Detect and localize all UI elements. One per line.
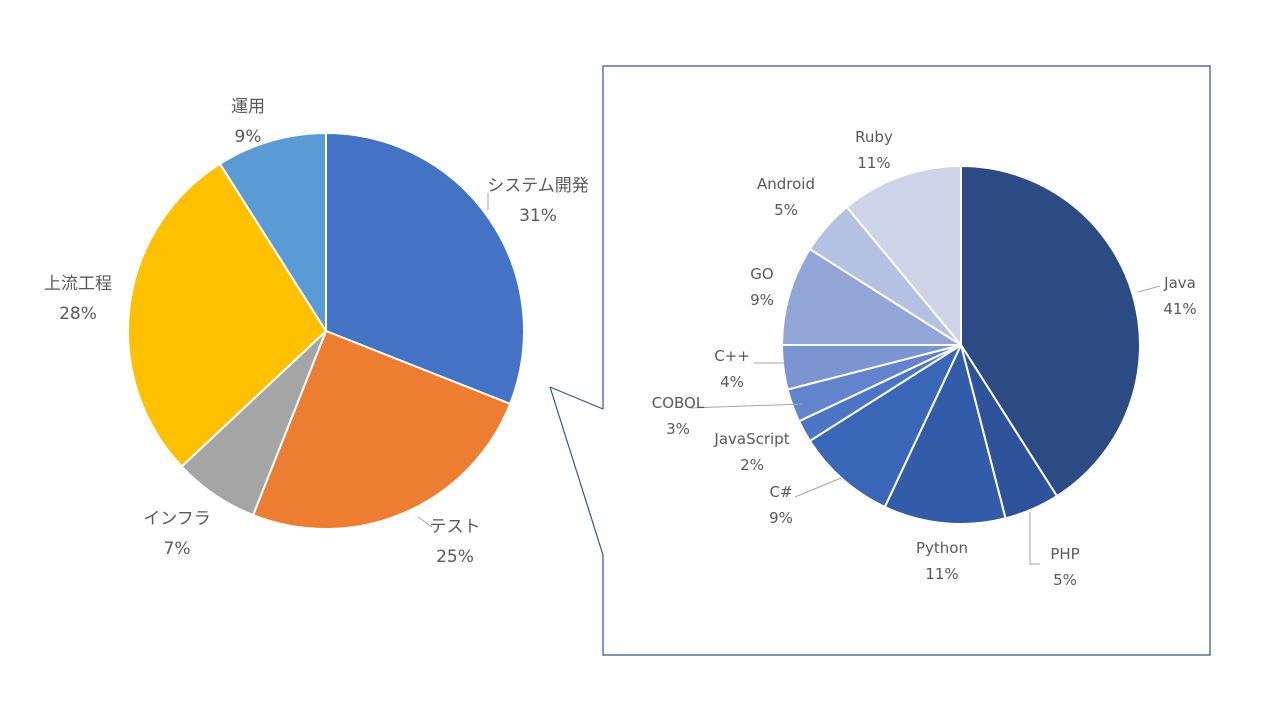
pie-slice-operations [218,132,327,332]
pie-slice-ruby [845,165,962,346]
connector-line-bottom [549,386,604,556]
slice-percent-upstream-process: 28% [59,304,97,324]
leader-line-cobol [689,403,804,409]
data-labels: システム開発 31% テスト 25% インフラ 7% 上流工程 28% 運用 9% Java 41% P… [44,97,1197,589]
leader-line-php [1029,512,1040,565]
leader-line-test [417,516,433,528]
slice-label-javascript: JavaScript [713,430,789,448]
leader-line-java [1137,285,1161,293]
pie-slice-test [252,330,512,530]
breakdown-connector [549,65,1211,656]
pie-slice-csharp [808,344,962,508]
pie-slice-upstream-process [127,162,327,468]
slice-label-go: GO [750,265,773,283]
slice-label-cpp: C++ [714,347,750,365]
slice-label-test: テスト [430,517,481,537]
pie-slice-python [883,344,1007,525]
slice-label-infrastructure: インフラ [143,509,211,529]
connector-line-top [549,386,604,410]
slice-label-csharp: C# [769,483,792,501]
slice-label-system-development: システム開発 [487,176,589,196]
pie-slice-go [781,248,962,346]
slice-label-ruby: Ruby [855,128,893,146]
leader-lines [417,193,1161,565]
breakdown-frame [602,65,1211,656]
slice-percent-php: 5% [1053,571,1077,589]
slice-label-python: Python [916,539,968,557]
slice-label-android: Android [757,175,815,193]
slice-percent-cpp: 4% [720,373,744,391]
slice-label-upstream-process: 上流工程 [44,274,112,294]
slice-label-java: Java [1163,274,1196,292]
slice-percent-android: 5% [774,201,798,219]
slice-label-cobol: COBOL [652,394,705,412]
slice-percent-test: 25% [436,547,474,567]
slice-percent-go: 9% [750,291,774,309]
slice-label-php: PHP [1050,545,1079,563]
leader-line-csharp [794,477,842,498]
slice-percent-javascript: 2% [740,456,764,474]
slice-percent-operations: 9% [235,127,262,147]
slice-percent-python: 11% [925,565,958,583]
slice-percent-ruby: 11% [857,154,890,172]
pie-slice-system-development [325,132,525,405]
slice-percent-cobol: 3% [666,420,690,438]
slice-percent-java: 41% [1163,300,1196,318]
slice-label-operations: 運用 [231,97,265,117]
main-pie [127,132,525,530]
slice-percent-csharp: 9% [769,509,793,527]
slice-percent-infrastructure: 7% [164,539,191,559]
pie-slice-java [960,165,1141,498]
slice-percent-system-development: 31% [519,206,557,226]
breakdown-pie [781,165,1141,525]
